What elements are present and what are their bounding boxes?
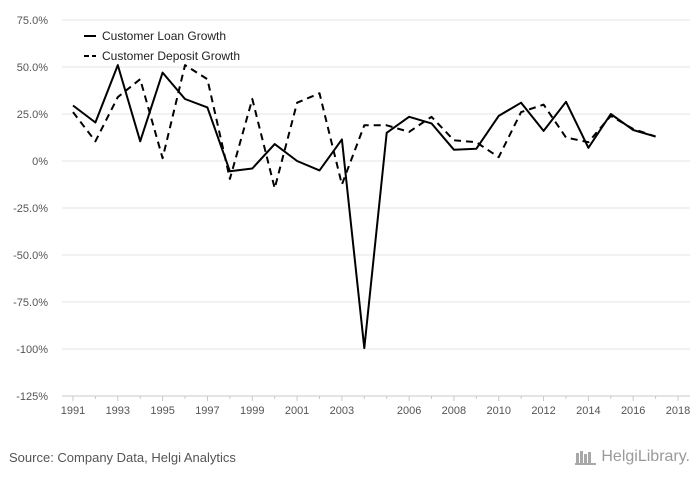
x-tick-label: 2014 [576,405,600,417]
x-tick-label: 2008 [442,405,466,417]
legend: Customer Loan Growth Customer Deposit Gro… [84,29,240,63]
x-tick-label: 2006 [397,405,421,417]
series-line-deposit-growth [72,64,656,190]
legend-label: Customer Loan Growth [102,29,226,43]
grid-lines [62,19,690,397]
x-tick-label: 1995 [150,405,174,417]
y-tick-label: -125% [16,391,48,403]
x-tick-label: 2010 [486,405,510,417]
x-tick-label: 2016 [621,405,645,417]
x-tick-label: 2003 [330,405,354,417]
y-tick-label: 0% [32,156,48,168]
y-tick-label: 25.0% [17,109,48,121]
x-tick-label: 2018 [666,405,690,417]
x-tick-label: 1991 [61,405,85,417]
x-axis: 1991 1993 1995 1997 1999 2001 2003 2006 2008 2010… [61,396,690,417]
series-lines [72,64,656,350]
brand-name: HelgiLibrary. [601,448,690,465]
y-tick-label: -100% [16,344,48,356]
x-tick-label: 2012 [531,405,555,417]
y-tick-label: -50.0% [13,250,48,262]
y-tick-label: 50.0% [17,62,48,74]
x-tick-label: 1993 [106,405,130,417]
y-tick-label: -25.0% [13,203,48,215]
line-chart: 75.0% 50.0% 25.0% 0% -25.0% -50.0% -75.0% -100%… [13,15,690,417]
y-tick-label: 75.0% [17,15,48,27]
x-tick-label: 2001 [285,405,309,417]
library-icon [575,451,597,465]
series-line-loan-growth [72,64,656,350]
source-note: Source: Company Data, Helgi Analytics [9,450,236,465]
x-tick-label: 1999 [240,405,264,417]
y-tick-label: -75.0% [13,297,48,309]
legend-label: Customer Deposit Growth [102,49,240,63]
x-tick-label: 1997 [195,405,219,417]
y-axis-labels: 75.0% 50.0% 25.0% 0% -25.0% -50.0% -75.0% -100%… [13,15,48,403]
brand-logo: HelgiLibrary. [575,448,690,466]
